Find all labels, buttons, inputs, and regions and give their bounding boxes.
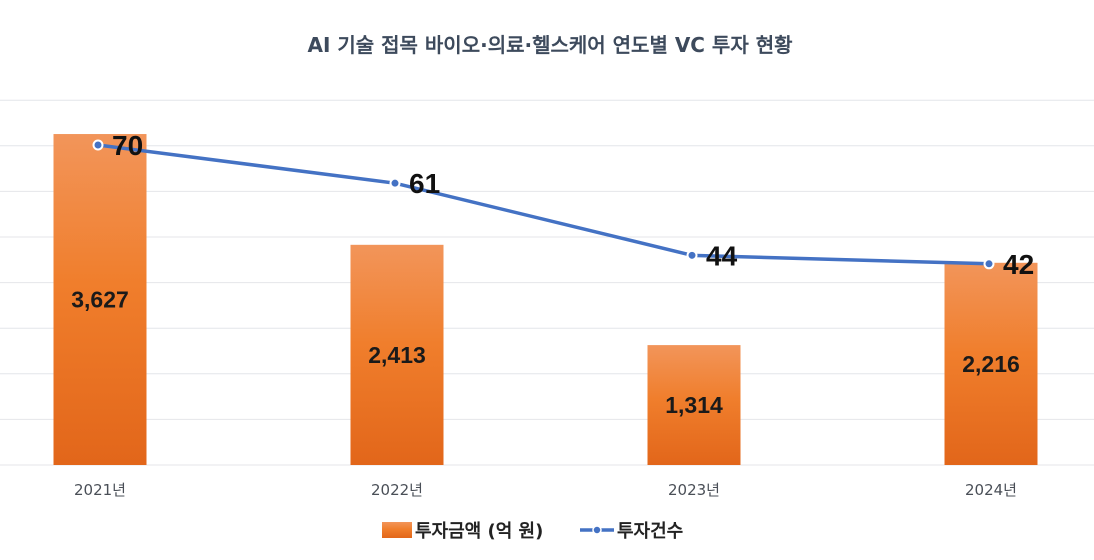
- line-data-label: 44: [706, 240, 738, 271]
- line-path: [97, 143, 990, 266]
- line-data-label: 42: [1003, 249, 1034, 280]
- bar: [350, 244, 444, 465]
- bar-data-label: 1,314: [665, 392, 723, 418]
- legend-label-line: 투자건수: [617, 521, 683, 542]
- bar-data-label: 3,627: [71, 287, 129, 313]
- x-tick-label: 2024년: [965, 481, 1017, 499]
- line-point: [92, 139, 104, 151]
- x-tick-label: 2023년: [668, 481, 720, 499]
- bar: [944, 262, 1038, 465]
- x-axis: 2021년 2022년 2023년 2024년: [74, 481, 1017, 499]
- bar-data-label: 2,216: [962, 351, 1020, 377]
- line-series: 70 61 44 42: [92, 130, 1034, 280]
- line-point: [389, 177, 401, 189]
- x-tick-label: 2022년: [371, 481, 423, 499]
- legend-label-bar: 투자금액 (억 원): [415, 521, 543, 542]
- legend: 투자금액 (억 원) 투자건수: [382, 521, 683, 542]
- chart-title: AI 기술 접목 바이오·의료·헬스케어 연도별 VC 투자 현황: [307, 33, 793, 57]
- gridlines: [0, 99, 1094, 466]
- bar-series: 3,627 2,413 1,314 2,216: [53, 134, 1038, 465]
- legend-marker-line: [592, 525, 602, 535]
- x-tick-label: 2021년: [74, 481, 126, 499]
- line-point: [983, 258, 995, 270]
- legend-swatch-bar: [382, 522, 412, 538]
- line-data-label: 61: [409, 168, 440, 199]
- line-data-label: 70: [112, 130, 143, 161]
- bar: [647, 345, 741, 465]
- bar-data-label: 2,413: [368, 342, 426, 368]
- bar: [53, 134, 147, 465]
- line-point: [686, 249, 698, 261]
